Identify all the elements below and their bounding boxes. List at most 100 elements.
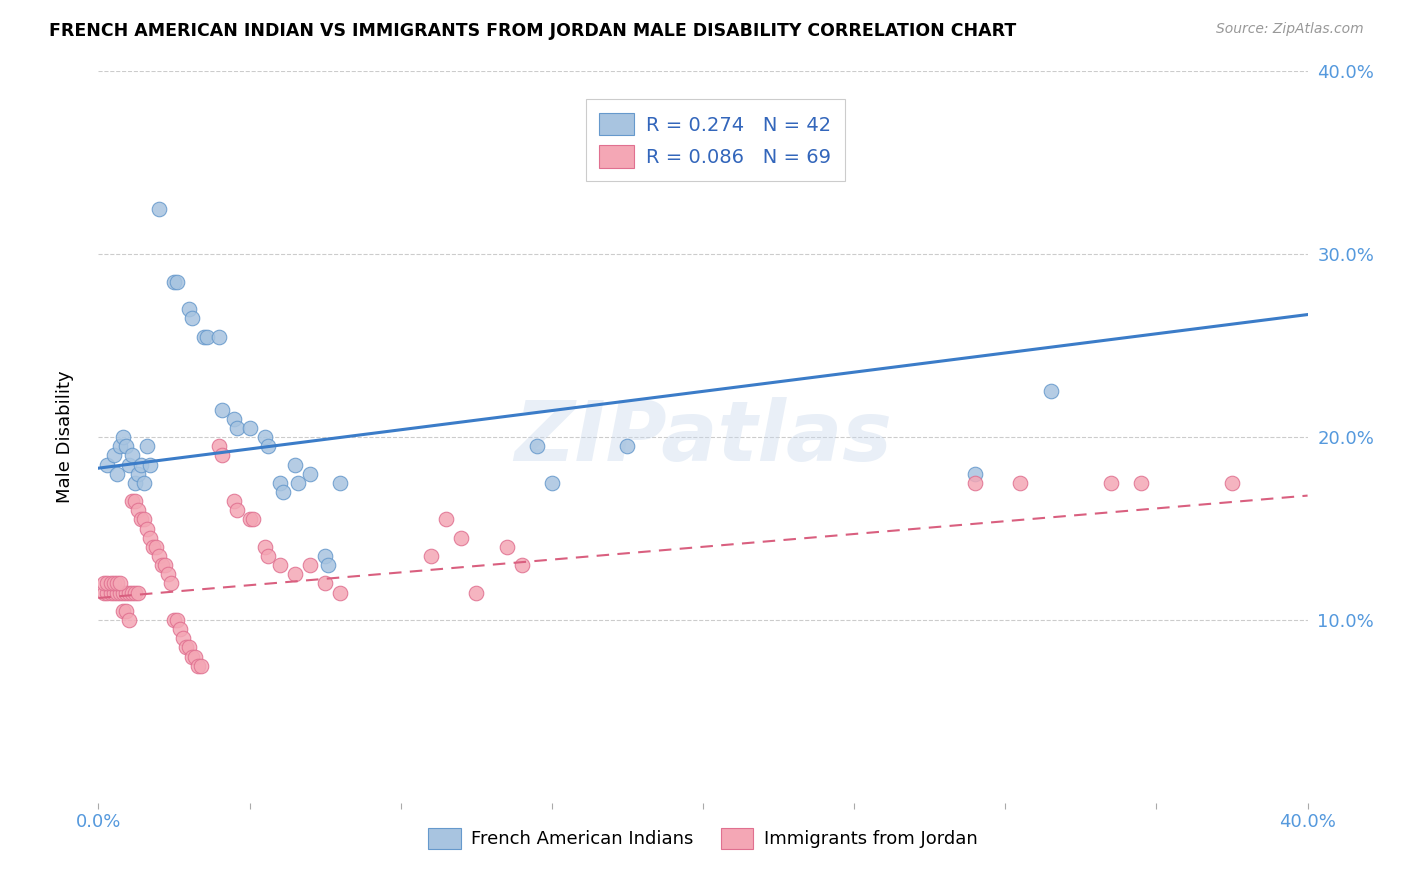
Point [160, 576, 183, 591]
Point [142, 540, 165, 554]
Point [271, 485, 294, 500]
Y-axis label: Male Disability: Male Disability [56, 371, 75, 503]
Point [208, 329, 231, 343]
Point [118, 585, 141, 599]
Point [100, 576, 122, 591]
Point [965, 467, 987, 481]
Point [145, 540, 167, 554]
Point [1099, 475, 1122, 490]
Point [1010, 475, 1032, 490]
Point [179, 301, 201, 317]
Point [172, 632, 194, 646]
Point [1039, 384, 1062, 399]
Point [150, 558, 173, 573]
Point [631, 146, 654, 161]
Point [450, 531, 472, 545]
Point [132, 475, 155, 490]
Point [148, 549, 170, 563]
Point [111, 604, 134, 618]
Point [96, 576, 118, 591]
Point [284, 458, 307, 472]
Text: FRENCH AMERICAN INDIAN VS IMMIGRANTS FROM JORDAN MALE DISABILITY CORRELATION CHA: FRENCH AMERICAN INDIAN VS IMMIGRANTS FRO… [49, 22, 1017, 40]
Point [495, 540, 517, 554]
Point [148, 202, 170, 216]
Point [124, 475, 146, 490]
Point [211, 402, 233, 417]
Point [256, 549, 278, 563]
Point [224, 412, 246, 426]
Point [166, 275, 188, 289]
Point [316, 558, 339, 573]
Point [114, 439, 136, 453]
Point [108, 576, 131, 591]
Point [105, 585, 128, 599]
Point [118, 613, 141, 627]
Point [111, 585, 134, 599]
Point [329, 585, 352, 599]
Point [179, 640, 201, 655]
Point [129, 512, 152, 526]
Point [284, 567, 307, 582]
Point [226, 421, 249, 435]
Point [242, 512, 264, 526]
Point [156, 567, 179, 582]
Point [253, 540, 276, 554]
Point [93, 585, 115, 599]
Point [226, 503, 249, 517]
Point [526, 439, 548, 453]
Point [314, 549, 336, 563]
Point [174, 640, 197, 655]
Point [153, 558, 176, 573]
Legend: French American Indians, Immigrants from Jordan: French American Indians, Immigrants from… [420, 821, 986, 856]
Point [1130, 475, 1153, 490]
Point [103, 448, 125, 462]
Point [1220, 475, 1243, 490]
Point [540, 475, 562, 490]
Text: ZIPatlas: ZIPatlas [515, 397, 891, 477]
Point [239, 421, 262, 435]
Point [121, 585, 143, 599]
Point [127, 467, 149, 481]
Point [169, 622, 191, 636]
Point [211, 448, 233, 462]
Point [434, 512, 457, 526]
Point [965, 475, 987, 490]
Point [124, 585, 146, 599]
Point [103, 585, 125, 599]
Point [208, 439, 231, 453]
Point [181, 649, 204, 664]
Point [616, 439, 638, 453]
Point [166, 613, 188, 627]
Point [111, 430, 134, 444]
Point [103, 576, 125, 591]
Point [163, 275, 186, 289]
Point [127, 585, 149, 599]
Point [329, 475, 352, 490]
Point [256, 439, 278, 453]
Point [135, 521, 157, 535]
Point [187, 658, 209, 673]
Point [287, 475, 309, 490]
Point [132, 512, 155, 526]
Point [269, 558, 291, 573]
Point [195, 329, 218, 343]
Text: Source: ZipAtlas.com: Source: ZipAtlas.com [1216, 22, 1364, 37]
Point [129, 458, 152, 472]
Point [269, 475, 291, 490]
Point [224, 494, 246, 508]
Point [420, 549, 443, 563]
Point [465, 585, 488, 599]
Point [163, 613, 186, 627]
Point [314, 576, 336, 591]
Point [118, 458, 141, 472]
Point [121, 494, 143, 508]
Point [121, 448, 143, 462]
Point [190, 658, 212, 673]
Point [108, 439, 131, 453]
Point [93, 576, 115, 591]
Point [299, 558, 322, 573]
Point [253, 430, 276, 444]
Point [105, 576, 128, 591]
Point [114, 604, 136, 618]
Point [96, 458, 118, 472]
